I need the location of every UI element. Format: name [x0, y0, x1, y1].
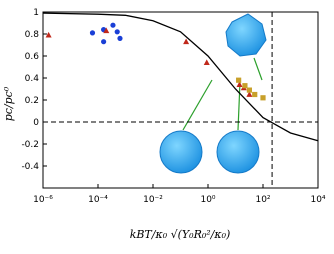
data-point [242, 83, 248, 89]
data-point [101, 39, 107, 45]
y-tick-label: -0.2 [21, 140, 39, 150]
y-tick-label: -0.4 [21, 162, 39, 172]
x-tick-label: 10⁻⁴ [88, 195, 108, 205]
data-point [45, 31, 52, 38]
data-point [103, 27, 110, 34]
y-tick-label: 0.8 [25, 30, 40, 40]
data-point [183, 38, 190, 45]
data-point [89, 30, 96, 36]
y-tick-label: 0 [33, 118, 39, 128]
y-tick-label: 0.4 [25, 74, 40, 84]
x-tick-label: 10² [255, 195, 270, 205]
y-axis-label: pc/pc⁰ [2, 86, 15, 121]
y-tick-label: 0.2 [25, 96, 39, 106]
x-tick-label: 10⁴ [310, 195, 325, 205]
data-point [110, 22, 116, 28]
curve [42, 12, 319, 142]
x-tick-label: 10⁰ [200, 195, 215, 205]
data-point [236, 81, 243, 87]
y-tick-label: 1 [33, 8, 39, 18]
data-point [246, 87, 252, 93]
x-axis-label: kBT/κ₀ √(Y₀R₀²/κ₀) [130, 228, 231, 241]
y-tick-label: 0.6 [25, 52, 40, 62]
data-point [260, 95, 266, 101]
data-point [203, 59, 210, 65]
x-tick-label: 10⁻² [143, 195, 163, 205]
data-point [246, 91, 253, 97]
data-point [114, 29, 120, 35]
data-point [252, 91, 258, 98]
data-point [236, 77, 242, 83]
data-point [117, 35, 123, 42]
x-tick-label: 10⁻⁶ [33, 195, 53, 205]
inset-images [159, 13, 267, 174]
